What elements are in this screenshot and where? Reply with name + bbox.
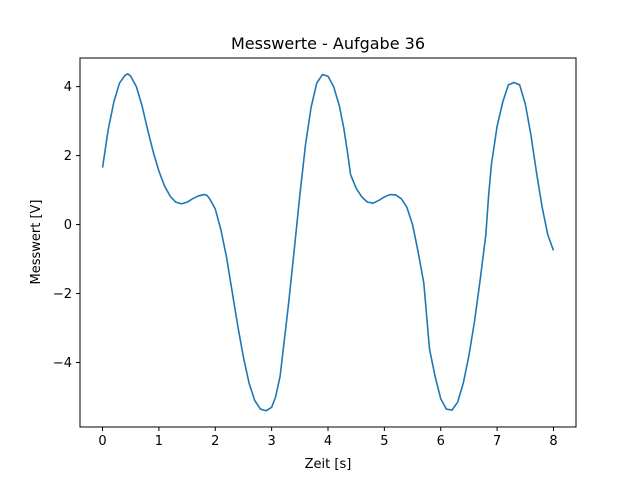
axes-frame: [79, 57, 577, 428]
y-axis-label: Messwert [V]: [29, 199, 44, 284]
x-tick-label: 7: [493, 434, 501, 449]
y-tick-label: −2: [53, 287, 72, 302]
x-axis-label: Zeit [s]: [305, 457, 352, 472]
chart-title: Messwerte - Aufgabe 36: [231, 34, 425, 53]
y-tick-label: −4: [53, 356, 72, 371]
x-tick-label: 3: [267, 434, 275, 449]
y-tick-label: 4: [64, 80, 72, 95]
x-tick-label: 2: [211, 434, 219, 449]
y-axis: −4 −2 0 2 4: [53, 80, 80, 371]
x-tick-label: 6: [437, 434, 445, 449]
x-tick-label: 8: [549, 434, 557, 449]
x-tick-label: 1: [155, 434, 163, 449]
y-tick-label: 0: [64, 218, 72, 233]
y-tick-label: 2: [64, 149, 72, 164]
x-axis: 0 1 2 3 4 5 6 7 8: [98, 427, 558, 449]
x-tick-label: 0: [98, 434, 106, 449]
x-tick-label: 5: [380, 434, 388, 449]
series-line-0: [101, 73, 555, 412]
x-tick-label: 4: [324, 434, 332, 449]
plot-area: [101, 73, 555, 412]
